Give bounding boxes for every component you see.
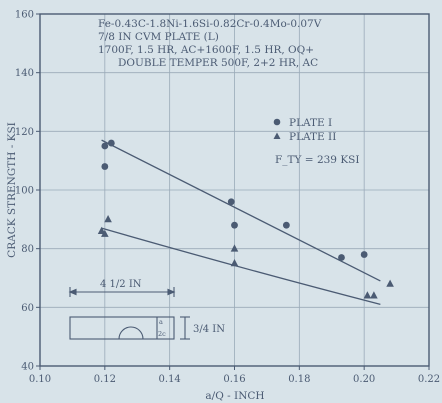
data-points [97, 139, 394, 299]
data-point-plate-2 [97, 226, 106, 234]
grid [40, 14, 429, 366]
legend-label-plate-1: PLATE I [289, 117, 332, 129]
annotation-line-4: DOUBLE TEMPER 500F, 2+2 HR, AC [118, 57, 318, 69]
y-tick-label: 160 [15, 10, 34, 21]
fit-line-series-2 [101, 227, 381, 306]
y-axis-label: CRACK STRENGTH - KSI [6, 122, 18, 258]
sketch-crack-length-label: 2c [158, 330, 166, 338]
data-point-plate-2 [370, 291, 378, 299]
legend-marker-plate-2 [273, 132, 281, 139]
sketch-thickness-label: 3/4 IN [193, 324, 225, 335]
sketch-arrow-right [167, 288, 176, 296]
sketch-width-label: 4 1/2 IN [100, 279, 142, 290]
data-point-plate-1 [227, 198, 235, 206]
legend-label-plate-2: PLATE II [289, 131, 336, 143]
data-point-plate-1 [282, 221, 290, 229]
y-tick-label: 140 [15, 68, 34, 79]
annotation-line-1: Fe-0.43C-1.8Ni-1.6Si-0.82Cr-0.4Mo-0.07V [98, 18, 322, 30]
y-tick-label: 40 [21, 362, 34, 373]
x-tick-label: 0.20 [353, 374, 375, 385]
axis-ticks: 0.10 0.12 0.14 0.16 0.18 0.20 0.22 40 60 80 100 120… [15, 10, 440, 386]
x-tick-label: 0.22 [418, 374, 440, 385]
data-point-plate-1 [231, 221, 238, 229]
data-point-plate-2 [363, 291, 372, 299]
x-axis-label: a/Q - INCH [205, 390, 264, 402]
x-tick-label: 0.18 [288, 374, 310, 385]
sketch-plate [69, 316, 175, 340]
specimen-sketch [68, 287, 190, 340]
data-point-plate-1 [101, 163, 109, 170]
y-tick-label: 120 [15, 127, 34, 138]
annotation-line-3: 1700F, 1.5 HR, AC+1600F, 1.5 HR, OQ+ [98, 44, 314, 56]
sketch-arrow-left [68, 288, 77, 296]
data-point-plate-2 [104, 215, 112, 223]
annotation-block: Fe-0.43C-1.8Ni-1.6Si-0.82Cr-0.4Mo-0.07V … [98, 18, 322, 69]
data-point-plate-1 [101, 142, 109, 150]
sketch-crack [118, 326, 144, 340]
data-point-plate-2 [230, 244, 239, 252]
x-tick-label: 0.16 [223, 374, 245, 385]
x-tick-label: 0.12 [94, 374, 116, 385]
x-tick-label: 0.14 [159, 374, 181, 385]
fit-line-series-1 [101, 139, 381, 282]
data-point-plate-2 [101, 229, 109, 237]
data-point-plate-1 [107, 139, 115, 147]
data-point-plate-1 [338, 254, 345, 261]
sketch-crack-depth-label: a [159, 318, 163, 326]
x-tick-label: 0.10 [29, 374, 51, 385]
legend-note-fty: F_TY = 239 KSI [275, 154, 360, 166]
legend: PLATE I PLATE II F_TY = 239 KSI [273, 117, 360, 166]
annotation-line-2: 7/8 IN CVM PLATE (L) [98, 31, 219, 43]
data-point-plate-1 [360, 251, 368, 258]
data-point-plate-2 [230, 259, 239, 267]
y-tick-label: 100 [15, 186, 34, 197]
fit-lines [101, 139, 381, 306]
legend-marker-plate-1 [273, 118, 281, 126]
data-point-plate-2 [386, 279, 394, 287]
y-tick-label: 80 [21, 244, 34, 255]
y-tick-label: 60 [21, 303, 34, 314]
